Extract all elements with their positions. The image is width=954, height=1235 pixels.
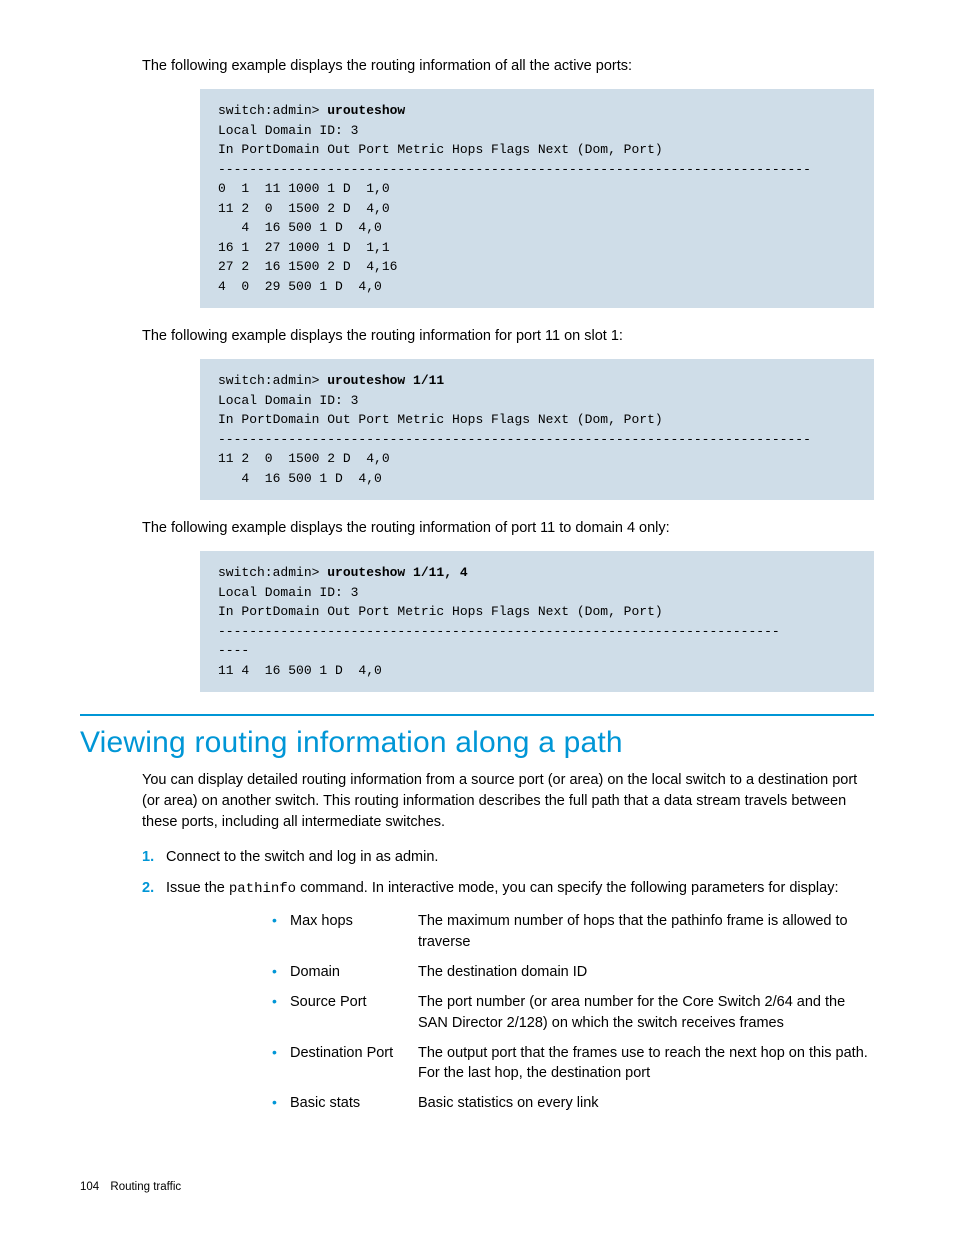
param-name: Source Port: [290, 992, 418, 1012]
code-line: 11 4 16 500 1 D 4,0: [218, 663, 382, 678]
parameter-list: • Max hops The maximum number of hops th…: [272, 911, 874, 1113]
param-name: Basic stats: [290, 1093, 418, 1113]
code-line: ----------------------------------------…: [218, 162, 811, 177]
code-line: 0 1 11 1000 1 D 1,0: [218, 181, 390, 196]
step-number: 1.: [142, 847, 154, 868]
bullet-icon: •: [272, 992, 290, 1012]
code-line: Local Domain ID: 3: [218, 123, 358, 138]
code-line: Local Domain ID: 3: [218, 393, 358, 408]
section-intro: You can display detailed routing informa…: [142, 770, 874, 833]
bullet-icon: •: [272, 1043, 290, 1063]
code-line: Local Domain ID: 3: [218, 585, 358, 600]
code-command: urouteshow 1/11: [327, 373, 444, 388]
code-line: ----------------------------------------…: [218, 624, 780, 639]
code-prompt: switch:admin>: [218, 565, 327, 580]
param-name: Max hops: [290, 911, 418, 931]
code-command: urouteshow: [327, 103, 405, 118]
page-footer: 104 Routing traffic: [80, 1181, 181, 1193]
code-block-3: switch:admin> urouteshow 1/11, 4 Local D…: [200, 551, 874, 692]
code-line: 4 0 29 500 1 D 4,0: [218, 279, 382, 294]
bullet-icon: •: [272, 1093, 290, 1113]
code-block-2: switch:admin> urouteshow 1/11 Local Doma…: [200, 359, 874, 500]
code-line: 4 16 500 1 D 4,0: [218, 471, 382, 486]
code-line: 4 16 500 1 D 4,0: [218, 220, 382, 235]
step-2: 2. Issue the pathinfo command. In intera…: [142, 878, 874, 1114]
param-name: Domain: [290, 962, 418, 982]
param-row: • Max hops The maximum number of hops th…: [272, 911, 874, 952]
param-desc: The output port that the frames use to r…: [418, 1043, 874, 1084]
chapter-name: Routing traffic: [110, 1181, 181, 1193]
intro-paragraph-2: The following example displays the routi…: [142, 326, 874, 347]
step-command: pathinfo: [229, 881, 296, 897]
step-1: 1. Connect to the switch and log in as a…: [142, 847, 874, 868]
section-divider: [80, 714, 874, 716]
code-prompt: switch:admin>: [218, 103, 327, 118]
code-line: 11 2 0 1500 2 D 4,0: [218, 201, 390, 216]
step-text: Connect to the switch and log in as admi…: [166, 849, 438, 865]
intro-paragraph-1: The following example displays the routi…: [142, 56, 874, 77]
param-desc: The destination domain ID: [418, 962, 874, 982]
intro-paragraph-3: The following example displays the routi…: [142, 518, 874, 539]
param-row: • Destination Port The output port that …: [272, 1043, 874, 1084]
code-line: 16 1 27 1000 1 D 1,1: [218, 240, 390, 255]
param-desc: Basic statistics on every link: [418, 1093, 874, 1113]
steps-list: 1. Connect to the switch and log in as a…: [142, 847, 874, 1114]
step-text-pre: Issue the: [166, 880, 229, 896]
param-desc: The maximum number of hops that the path…: [418, 911, 874, 952]
code-line: ----------------------------------------…: [218, 432, 811, 447]
step-number: 2.: [142, 878, 154, 899]
code-line: ----: [218, 643, 249, 658]
code-prompt: switch:admin>: [218, 373, 327, 388]
param-row: • Domain The destination domain ID: [272, 962, 874, 982]
code-line: 11 2 0 1500 2 D 4,0: [218, 451, 390, 466]
param-name: Destination Port: [290, 1043, 418, 1063]
bullet-icon: •: [272, 962, 290, 982]
code-line: In PortDomain Out Port Metric Hops Flags…: [218, 412, 663, 427]
step-text-post: command. In interactive mode, you can sp…: [296, 880, 838, 896]
param-row: • Basic stats Basic statistics on every …: [272, 1093, 874, 1113]
param-desc: The port number (or area number for the …: [418, 992, 874, 1033]
code-line: 27 2 16 1500 2 D 4,16: [218, 259, 397, 274]
page-number: 104: [80, 1181, 99, 1193]
code-line: In PortDomain Out Port Metric Hops Flags…: [218, 604, 663, 619]
section-title: Viewing routing information along a path: [80, 726, 874, 760]
code-command: urouteshow 1/11, 4: [327, 565, 467, 580]
param-row: • Source Port The port number (or area n…: [272, 992, 874, 1033]
bullet-icon: •: [272, 911, 290, 931]
code-block-1: switch:admin> urouteshow Local Domain ID…: [200, 89, 874, 308]
code-line: In PortDomain Out Port Metric Hops Flags…: [218, 142, 663, 157]
